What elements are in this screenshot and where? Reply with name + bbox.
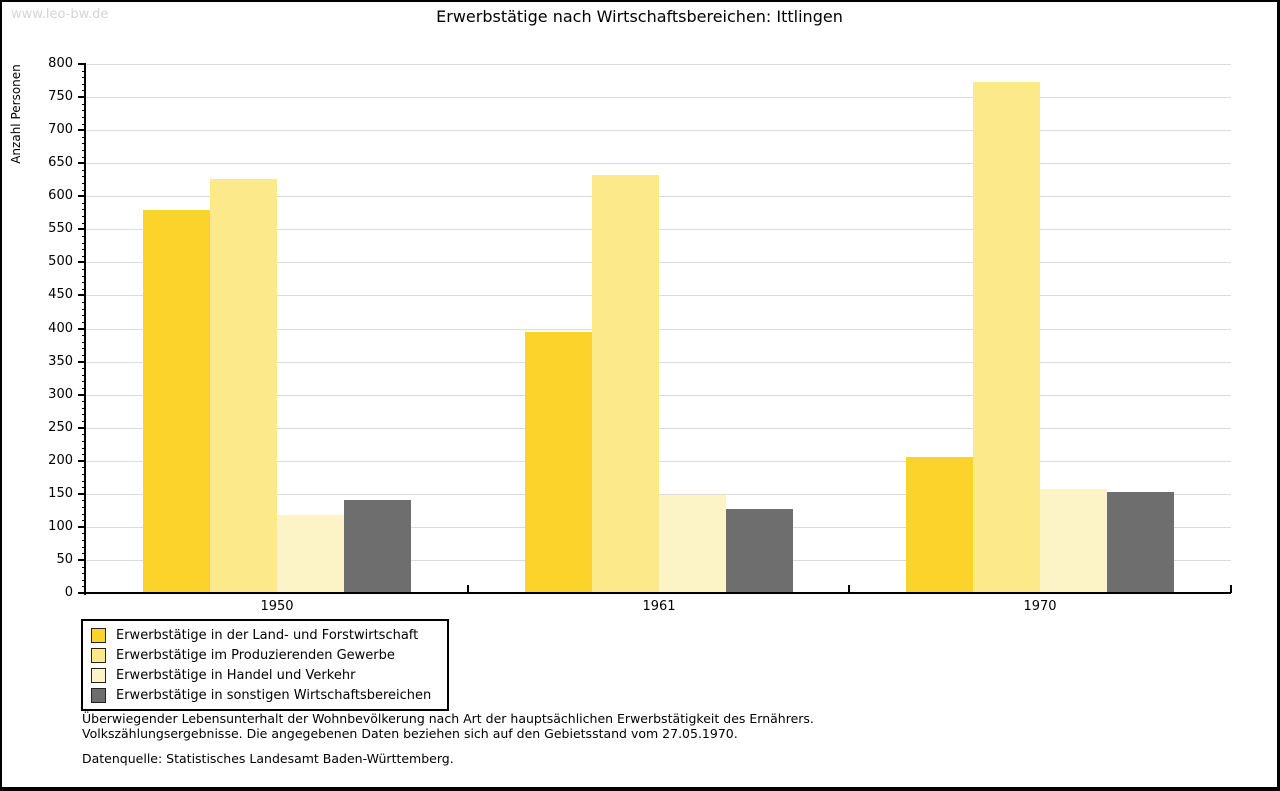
- leo-bw-watermark: www.leo-bw.de: [11, 7, 109, 22]
- x-tick: [848, 585, 850, 593]
- footnote: Überwiegender Lebensunterhalt der Wohnbe…: [82, 711, 814, 766]
- gridline: [86, 163, 1231, 164]
- x-tick: [1230, 585, 1232, 593]
- y-major-tick: [78, 394, 86, 396]
- legend-swatch: [91, 687, 106, 703]
- y-tick-label: 800: [48, 56, 73, 71]
- bar: [1107, 492, 1174, 592]
- legend-label: Erwerbstätige im Produzierenden Gewerbe: [116, 647, 395, 663]
- y-major-tick: [78, 493, 86, 495]
- y-tick-label: 400: [48, 321, 73, 336]
- legend-label: Erwerbstätige in der Land- und Forstwirt…: [116, 627, 419, 643]
- footnote-line-2: Volkszählungsergebnisse. Die angegebenen…: [82, 726, 738, 741]
- bar: [1040, 489, 1107, 592]
- y-major-tick: [78, 129, 86, 131]
- bar: [973, 82, 1040, 592]
- gridline: [86, 64, 1231, 65]
- y-major-tick: [78, 261, 86, 263]
- bar: [143, 210, 210, 592]
- x-tick-label: 1970: [1023, 599, 1057, 614]
- bar: [344, 500, 411, 592]
- legend-swatch: [91, 627, 106, 643]
- legend-row: Erwerbstätige im Produzierenden Gewerbe: [91, 645, 447, 665]
- y-tick-label: 50: [56, 552, 73, 567]
- y-tick-label: 700: [48, 122, 73, 137]
- legend-box: Erwerbstätige in der Land- und Forstwirt…: [81, 619, 449, 711]
- x-tick-label: 1950: [260, 599, 294, 614]
- y-major-tick: [78, 96, 86, 98]
- legend-row: Erwerbstätige in sonstigen Wirtschaftsbe…: [91, 685, 447, 705]
- y-major-tick: [78, 162, 86, 164]
- legend-swatch: [91, 647, 106, 663]
- bar: [210, 179, 277, 592]
- y-tick-label: 150: [48, 486, 73, 501]
- y-tick-label: 450: [48, 287, 73, 302]
- y-tick-label: 300: [48, 387, 73, 402]
- legend-label: Erwerbstätige in Handel und Verkehr: [116, 667, 356, 683]
- y-tick-label: 550: [48, 221, 73, 236]
- y-major-tick: [78, 228, 86, 230]
- y-axis-line: [84, 64, 86, 595]
- gridline: [86, 97, 1231, 98]
- chart-title: Erwerbstätige nach Wirtschaftsbereichen:…: [436, 7, 843, 26]
- y-major-tick: [78, 328, 86, 330]
- y-tick-label: 100: [48, 519, 73, 534]
- y-major-tick: [78, 294, 86, 296]
- y-tick-label: 650: [48, 155, 73, 170]
- y-tick-label: 0: [64, 585, 73, 600]
- bar: [277, 515, 344, 592]
- y-major-tick: [78, 526, 86, 528]
- y-tick-label: 500: [48, 254, 73, 269]
- y-major-tick: [78, 559, 86, 561]
- bar: [525, 332, 592, 592]
- bar: [906, 457, 973, 592]
- y-tick-label: 250: [48, 420, 73, 435]
- bar: [659, 495, 726, 592]
- data-source: Datenquelle: Statistisches Landesamt Bad…: [82, 751, 454, 766]
- gridline: [86, 130, 1231, 131]
- y-major-tick: [78, 361, 86, 363]
- x-tick-label: 1961: [642, 599, 676, 614]
- y-major-tick: [78, 592, 86, 594]
- legend-label: Erwerbstätige in sonstigen Wirtschaftsbe…: [116, 687, 432, 703]
- x-axis-line: [84, 592, 1231, 594]
- y-major-tick: [78, 63, 86, 65]
- legend-row: Erwerbstätige in der Land- und Forstwirt…: [91, 625, 447, 645]
- y-tick-label: 750: [48, 89, 73, 104]
- bar: [592, 175, 659, 592]
- footnote-line-1: Überwiegender Lebensunterhalt der Wohnbe…: [82, 711, 814, 726]
- y-major-tick: [78, 460, 86, 462]
- legend-row: Erwerbstätige in Handel und Verkehr: [91, 665, 447, 685]
- y-major-tick: [78, 427, 86, 429]
- x-tick: [467, 585, 469, 593]
- y-tick-label: 600: [48, 188, 73, 203]
- y-major-tick: [78, 195, 86, 197]
- y-tick-label: 350: [48, 354, 73, 369]
- y-tick-label: 200: [48, 453, 73, 468]
- legend-swatch: [91, 667, 106, 683]
- bar: [726, 509, 793, 592]
